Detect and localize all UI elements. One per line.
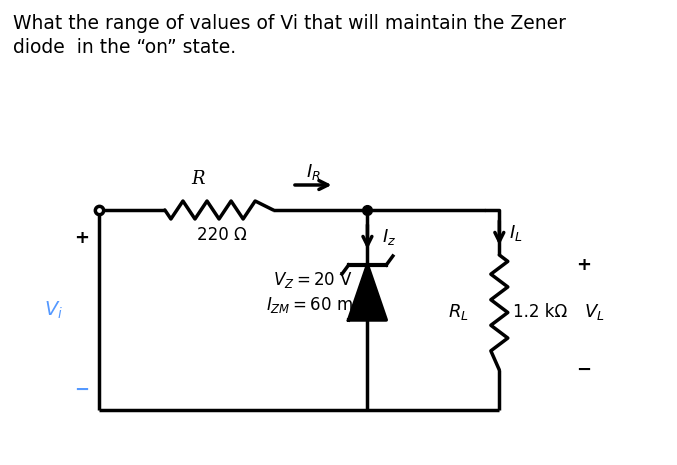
Text: −: −	[74, 381, 89, 399]
Text: +: +	[577, 256, 592, 274]
Text: $I_{ZM} = 60$ mA: $I_{ZM} = 60$ mA	[266, 295, 366, 315]
Text: $V_Z = 20$ V: $V_Z = 20$ V	[273, 270, 353, 290]
Text: $V_i$: $V_i$	[44, 299, 63, 321]
Text: $I_R$: $I_R$	[306, 162, 321, 182]
Text: What the range of values of Vi that will maintain the Zener: What the range of values of Vi that will…	[13, 14, 566, 33]
Text: 1.2 kΩ: 1.2 kΩ	[512, 303, 567, 321]
Text: R: R	[191, 170, 204, 188]
Text: +: +	[74, 229, 89, 247]
Text: $R_L$: $R_L$	[448, 302, 469, 322]
Text: −: −	[577, 361, 592, 379]
Text: 220 Ω: 220 Ω	[196, 226, 246, 244]
Text: $I_z$: $I_z$	[382, 227, 396, 247]
Text: $V_L$: $V_L$	[584, 302, 605, 322]
Polygon shape	[349, 265, 387, 320]
Text: diode  in the “on” state.: diode in the “on” state.	[13, 38, 236, 57]
Text: $I_L$: $I_L$	[508, 223, 523, 243]
